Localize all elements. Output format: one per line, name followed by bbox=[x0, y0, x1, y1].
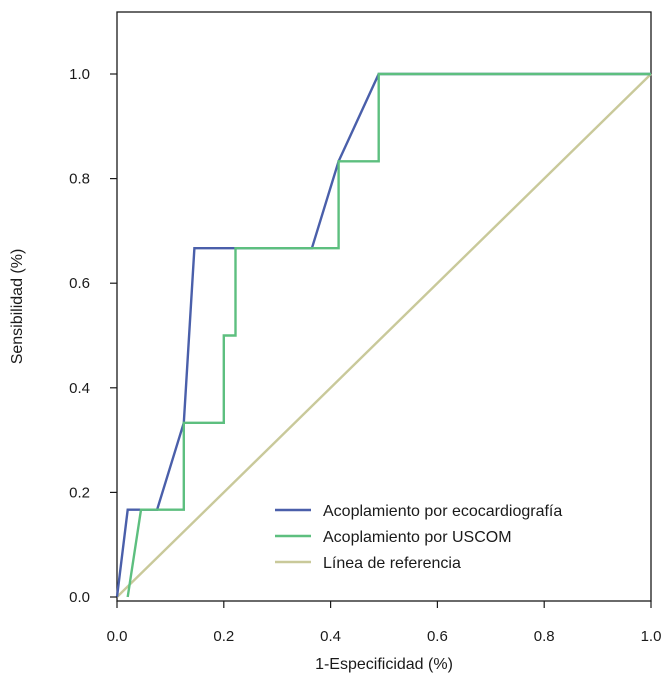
y-axis: 0.0 0.2 0.4 0.6 0.8 1.0 bbox=[69, 66, 117, 606]
legend: Acoplamiento por ecocardiografía Acoplami… bbox=[275, 503, 562, 572]
y-tick-label: 0.2 bbox=[69, 484, 90, 501]
series-line-echocardiography bbox=[115, 72, 651, 598]
x-axis-title: 1-Especificidad (%) bbox=[315, 656, 453, 673]
y-axis-title: Sensibilidad (%) bbox=[9, 249, 26, 365]
y-tick-label: 0.6 bbox=[69, 275, 90, 292]
y-tick-label: 0.8 bbox=[69, 171, 90, 188]
series-line-reference bbox=[116, 73, 652, 598]
x-tick-label: 1.0 bbox=[641, 628, 662, 645]
x-tick-label: 0.6 bbox=[427, 628, 448, 645]
y-tick-label: 0.0 bbox=[69, 589, 90, 606]
x-tick-label: 0.2 bbox=[213, 628, 234, 645]
y-tick-label: 0.4 bbox=[69, 380, 90, 397]
series-line-uscom bbox=[126, 72, 651, 598]
plot-area bbox=[115, 11, 652, 602]
y-tick-label: 1.0 bbox=[69, 66, 90, 83]
x-tick-label: 0.8 bbox=[534, 628, 555, 645]
legend-label: Acoplamiento por USCOM bbox=[323, 529, 512, 546]
legend-label: Acoplamiento por ecocardiografía bbox=[323, 503, 562, 520]
legend-label: Línea de referencia bbox=[323, 555, 461, 572]
x-tick-label: 0.0 bbox=[107, 628, 128, 645]
plot-frame bbox=[116, 11, 652, 602]
x-axis: 0.0 0.2 0.4 0.6 0.8 1.0 bbox=[107, 601, 662, 645]
x-tick-label: 0.4 bbox=[320, 628, 341, 645]
series-layer bbox=[115, 72, 652, 598]
